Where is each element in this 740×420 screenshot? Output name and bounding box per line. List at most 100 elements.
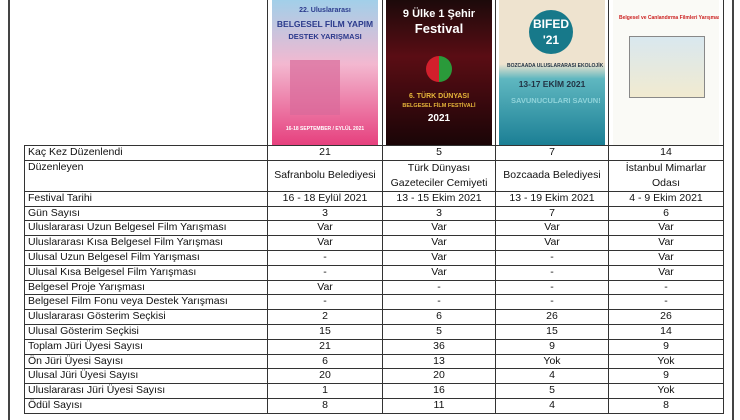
row-label: Uluslararası Kısa Belgesel Film Yarışmas…	[24, 235, 268, 251]
poster-text: Belgesel ve Canlandırma Filmleri Yarışma…	[619, 15, 719, 21]
poster-text: Festival	[414, 21, 464, 36]
cell-türk-dünyası: Var	[382, 220, 496, 237]
cell-türk-dünyası: Türk Dünyası Gazeteciler Cemiyeti	[382, 159, 496, 192]
cell-safranbolu: -	[267, 264, 383, 281]
cell-i̇stanbul: -	[608, 279, 724, 296]
cell-i̇stanbul: 9	[608, 368, 724, 385]
cell-türk-dünyası: 5	[382, 145, 496, 161]
poster-text: DESTEK YARIŞMASI	[288, 32, 362, 41]
cell-türk-dünyası: Var	[382, 264, 496, 281]
table-row: Ön Jüri Üyesi Sayısı 6 13 Yok Yok	[24, 353, 724, 370]
cell-türk-dünyası: 36	[382, 338, 496, 355]
cell-bozcaada: -	[495, 279, 609, 296]
row-label: Belgesel Film Fonu veya Destek Yarışması	[24, 294, 268, 311]
cell-bozcaada: -	[495, 264, 609, 281]
row-label: Düzenleyen	[24, 159, 268, 192]
table-row: Uluslararası Kısa Belgesel Film Yarışmas…	[24, 235, 724, 251]
poster-text: 9 Ülke 1 Şehir	[402, 8, 476, 20]
festival-logo	[426, 56, 452, 82]
row-label: Ulusal Jüri Üyesi Sayısı	[24, 368, 268, 385]
cell-türk-dünyası: -	[382, 294, 496, 311]
cell-türk-dünyası: 20	[382, 368, 496, 385]
bifed-logo: BIFED '21	[529, 10, 573, 54]
cell-bozcaada: 13 - 19 Ekim 2021	[495, 190, 609, 207]
poster-safranbolu: 22. Uluslararası BELGESEL FİLM YAPIM DES…	[272, 0, 378, 145]
cell-safranbolu: 21	[267, 145, 383, 161]
table-row: Ulusal Jüri Üyesi Sayısı 20 20 4 9	[24, 368, 724, 385]
cell-i̇stanbul: Var	[608, 220, 724, 237]
cell-türk-dünyası: 11	[382, 397, 496, 414]
cell-i̇stanbul: İstanbul Mimarlar Odası	[608, 159, 724, 192]
cell-bozcaada: 26	[495, 309, 609, 325]
table-row: Ulusal Uzun Belgesel Film Yarışması - Var -…	[24, 249, 724, 266]
row-label: Festival Tarihi	[24, 190, 268, 207]
cell-i̇stanbul: 14	[608, 323, 724, 340]
poster-row: 22. Uluslararası BELGESEL FİLM YAPIM DES…	[24, 0, 724, 146]
table-row: Ödül Sayısı 8 11 4 8	[24, 397, 724, 414]
poster-istanbul: Belgesel ve Canlandırma Filmleri Yarışma…	[613, 0, 719, 145]
cell-i̇stanbul: Yok	[608, 383, 724, 399]
poster-text: 13-17 EKİM 2021	[518, 79, 586, 89]
row-label: Belgesel Proje Yarışması	[24, 279, 268, 296]
table-row: Toplam Jüri Üyesi Sayısı 21 36 9 9	[24, 338, 724, 355]
table-row: Gün Sayısı 3 3 7 6	[24, 205, 724, 222]
table-row: Ulusal Kısa Belgesel Film Yarışması - Var -…	[24, 264, 724, 281]
cell-bozcaada: 4	[495, 397, 609, 414]
table-row: Ulusal Gösterim Seçkisi 15 5 15 14	[24, 323, 724, 340]
table-row: Belgesel Film Fonu veya Destek Yarışması…	[24, 294, 724, 311]
cell-bozcaada: Yok	[495, 353, 609, 370]
row-label: Kaç Kez Düzenlendi	[24, 145, 268, 161]
page-edge-right	[732, 0, 734, 420]
poster-text: BELGESEL FİLM YAPIM	[276, 19, 374, 29]
poster-turk-dunyasi: 9 Ülke 1 Şehir Festival 6. TÜRK DÜNYASI …	[386, 0, 492, 145]
cell-safranbolu: 20	[267, 368, 383, 385]
row-label: Uluslararası Uzun Belgesel Film Yarışmas…	[24, 220, 268, 237]
cell-safranbolu: 21	[267, 338, 383, 355]
table-row: Uluslararası Gösterim Seçkisi 2 6 26 26	[24, 309, 724, 325]
cell-bozcaada: Var	[495, 235, 609, 251]
empty-header-cell	[24, 0, 268, 146]
cell-i̇stanbul: Var	[608, 249, 724, 266]
cell-türk-dünyası: 6	[382, 309, 496, 325]
cell-i̇stanbul: 14	[608, 145, 724, 161]
cell-i̇stanbul: 6	[608, 205, 724, 222]
cell-safranbolu: 8	[267, 397, 383, 414]
cell-türk-dünyası: 13 - 15 Ekim 2021	[382, 190, 496, 207]
cell-safranbolu: 1	[267, 383, 383, 399]
cell-safranbolu: Var	[267, 220, 383, 237]
poster-text: BOZCAADA ULUSLARARASI EKOLOJİK BELGESEL …	[507, 63, 605, 69]
cell-türk-dünyası: 16	[382, 383, 496, 399]
cell-bozcaada: Var	[495, 220, 609, 237]
cell-i̇stanbul: 26	[608, 309, 724, 325]
table-row: Kaç Kez Düzenlendi 21 5 7 14	[24, 145, 724, 161]
cell-safranbolu: -	[267, 249, 383, 266]
table-row: Uluslararası Jüri Üyesi Sayısı 1 16 5 Yok	[24, 383, 724, 399]
table-row: Düzenleyen Safranbolu Belediyesi Türk Düny…	[24, 159, 724, 192]
cell-bozcaada: 4	[495, 368, 609, 385]
sketch-illustration	[629, 36, 705, 98]
cell-i̇stanbul: 8	[608, 397, 724, 414]
row-label: Ön Jüri Üyesi Sayısı	[24, 353, 268, 370]
cell-safranbolu: -	[267, 294, 383, 311]
poster-text: 6. TÜRK DÜNYASI	[408, 93, 470, 100]
cell-safranbolu: 6	[267, 353, 383, 370]
cell-i̇stanbul: Yok	[608, 353, 724, 370]
cell-türk-dünyası: Var	[382, 249, 496, 266]
cell-türk-dünyası: Var	[382, 235, 496, 251]
row-label: Toplam Jüri Üyesi Sayısı	[24, 338, 268, 355]
page-edge-left	[8, 0, 10, 420]
table-row: Festival Tarihi 16 - 18 Eylül 2021 13 - 15…	[24, 190, 724, 207]
cell-bozcaada: -	[495, 249, 609, 266]
cell-i̇stanbul: 4 - 9 Ekim 2021	[608, 190, 724, 207]
row-label: Gün Sayısı	[24, 205, 268, 222]
cell-bozcaada: -	[495, 294, 609, 311]
cell-bozcaada: 7	[495, 145, 609, 161]
row-label: Uluslararası Jüri Üyesi Sayısı	[24, 383, 268, 399]
cell-bozcaada: 15	[495, 323, 609, 340]
cell-türk-dünyası: 3	[382, 205, 496, 222]
festival-comparison-table: 22. Uluslararası BELGESEL FİLM YAPIM DES…	[24, 0, 724, 414]
row-label: Uluslararası Gösterim Seçkisi	[24, 309, 268, 325]
poster-text: '21	[542, 33, 560, 47]
table-row: Uluslararası Uzun Belgesel Film Yarışmas…	[24, 220, 724, 237]
cell-bozcaada: 5	[495, 383, 609, 399]
